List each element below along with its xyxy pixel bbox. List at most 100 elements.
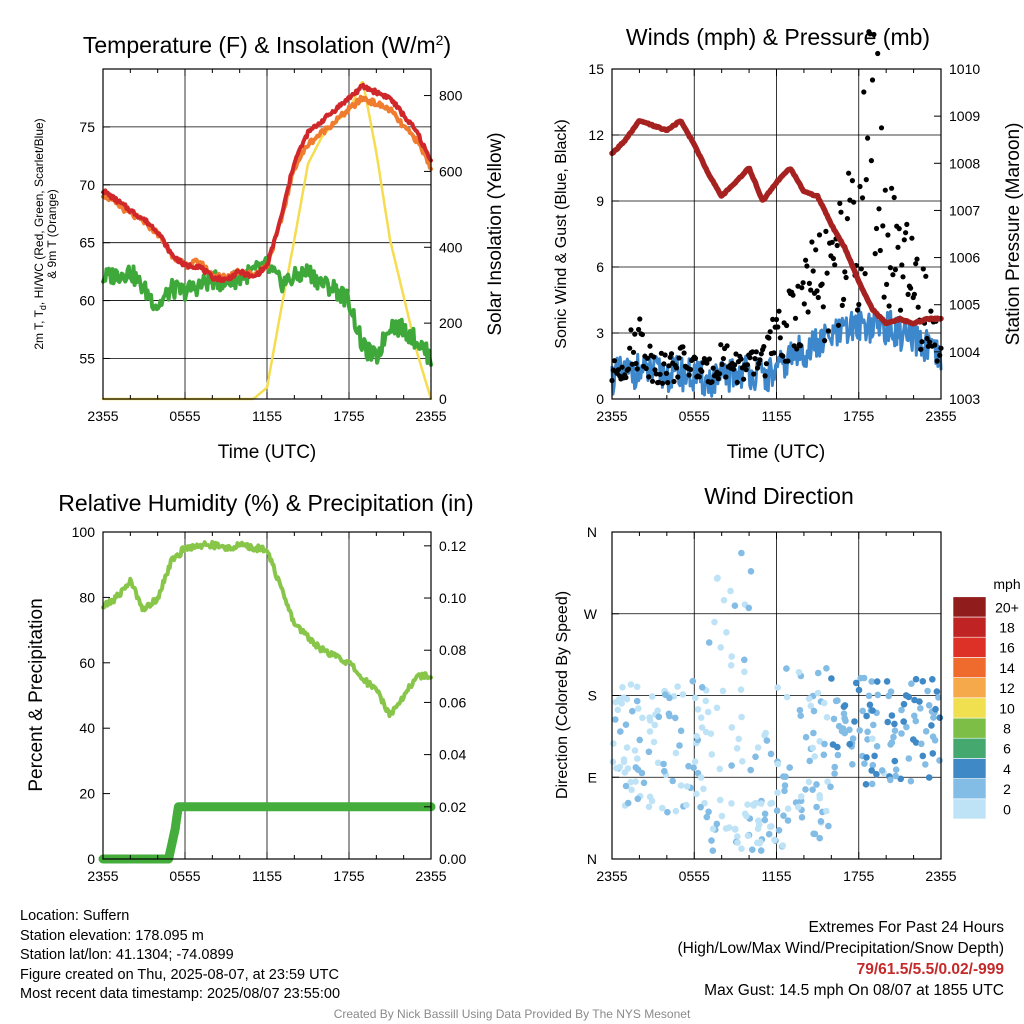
wind-direction-point	[907, 777, 915, 785]
wind-direction-point	[728, 800, 735, 807]
wind-direction-point	[866, 701, 874, 709]
wind-direction-point	[609, 758, 617, 766]
wind-direction-point	[646, 728, 654, 735]
gust-point	[896, 226, 902, 232]
gust-point	[660, 380, 666, 386]
gust-point	[844, 216, 851, 222]
temperature-x-tick-label: 1155	[252, 408, 282, 424]
wind-direction-point	[767, 750, 775, 758]
wind-direction-point	[693, 790, 700, 798]
wind-direction-point	[864, 728, 871, 736]
temperature-ylabel-line-1: 2m T, Td, HI/WC (Red, Green, Scarlet/Blu…	[32, 118, 48, 349]
winds-y-tick-label: 3	[596, 325, 604, 341]
wind-direction-point	[820, 699, 828, 707]
gust-point	[744, 362, 751, 368]
gust-point	[800, 280, 806, 286]
gust-point	[832, 262, 838, 268]
colorbar-swatch	[952, 717, 987, 739]
wind-direction-y-axis-label: Direction (Colored By Speed)	[554, 591, 571, 799]
wind-direction-point	[816, 794, 824, 802]
pressure-line	[609, 118, 944, 327]
solar-y-axis-label: Solar Insolation (Yellow)	[485, 132, 506, 335]
wind-direction-point	[832, 697, 840, 705]
wind-direction-point	[887, 776, 894, 784]
colorbar-label: 12	[999, 680, 1015, 696]
wind-direction-point	[679, 691, 687, 698]
wind-direction-point	[720, 596, 728, 604]
wind-direction-point	[732, 825, 739, 833]
wind-direction-point	[716, 796, 724, 804]
wind-direction-x-tick-label: 1155	[761, 868, 791, 884]
wind-direction-point	[741, 656, 748, 664]
wind-direction-point	[685, 762, 692, 770]
gust-point	[775, 324, 781, 330]
wind-direction-point	[898, 730, 905, 737]
wind-direction-point	[749, 846, 756, 853]
wind-direction-point	[690, 764, 697, 771]
wind-direction-point	[897, 775, 904, 783]
gust-point	[890, 272, 896, 278]
recent-data-text: Most recent data timestamp: 2025/08/07 2…	[20, 986, 341, 1003]
wind-direction-point	[646, 717, 654, 724]
gust-point	[770, 316, 776, 322]
gust-point	[901, 237, 907, 243]
gust-point	[752, 356, 758, 362]
wind-direction-point	[910, 736, 917, 743]
temperature-2m-line	[101, 82, 433, 284]
wind-direction-point	[711, 618, 718, 626]
wind-direction-point	[734, 839, 741, 846]
gust-point	[762, 373, 768, 379]
wind-direction-point	[697, 714, 705, 721]
wind-direction-point	[823, 714, 831, 721]
wind-direction-point	[773, 807, 781, 814]
gust-point	[881, 294, 887, 300]
wind-direction-point	[702, 697, 710, 705]
wind-direction-point	[624, 799, 632, 807]
wind-direction-point	[783, 665, 790, 672]
gust-point	[847, 197, 853, 203]
gust-point	[884, 281, 890, 287]
wind-direction-point	[763, 737, 771, 744]
winds-y-tick-label: 15	[588, 61, 604, 77]
gust-point	[911, 291, 918, 297]
gust-point	[808, 287, 814, 293]
temperature-y-axis-label: 2m T, Td, HI/WC (Red, Green, Scarlet/Blu…	[32, 118, 59, 349]
colorbar-swatch	[952, 616, 987, 638]
wind-direction-point	[728, 724, 736, 731]
gust-point	[643, 365, 649, 372]
wind-direction-y-tick-label: N	[587, 524, 597, 540]
gust-point	[834, 242, 840, 249]
gust-point	[738, 356, 744, 362]
humidity-y-tick-label: 20	[79, 786, 95, 802]
wind-direction-y-tick-label: W	[584, 606, 598, 622]
gust-point	[773, 316, 780, 323]
wind-direction-point	[796, 706, 804, 714]
wind-direction-point	[922, 728, 930, 735]
gust-point	[625, 366, 632, 372]
gust-point	[657, 371, 663, 377]
gust-point	[887, 265, 894, 271]
winds-y-tick-label: 9	[596, 193, 604, 209]
gust-point	[649, 378, 656, 384]
gust-point	[681, 350, 687, 356]
max-gust-text: Max Gust: 14.5 mph On 08/07 at 1855 UTC	[704, 982, 1004, 999]
colorbar-label: 4	[1003, 761, 1011, 777]
temperature-y-tick-label: 55	[79, 350, 95, 366]
temperature-y-tick-label: 60	[79, 293, 95, 309]
wind-direction-point	[911, 696, 918, 704]
wind-direction-point	[694, 706, 702, 713]
gust-point	[627, 345, 633, 351]
wind-direction-point	[868, 780, 876, 788]
wind-direction-point	[861, 760, 868, 767]
wind-direction-point	[722, 825, 730, 832]
wind-direction-point	[728, 762, 735, 769]
wind-direction-point	[743, 812, 750, 820]
wind-direction-point	[898, 706, 905, 714]
gust-point	[623, 374, 629, 381]
wind-direction-point	[813, 781, 820, 788]
wind-direction-point	[750, 802, 757, 809]
wind-direction-point	[708, 837, 715, 844]
wind-direction-x-tick-label: 0555	[679, 868, 710, 884]
gust-point	[810, 268, 816, 274]
wind-direction-point	[627, 778, 634, 786]
